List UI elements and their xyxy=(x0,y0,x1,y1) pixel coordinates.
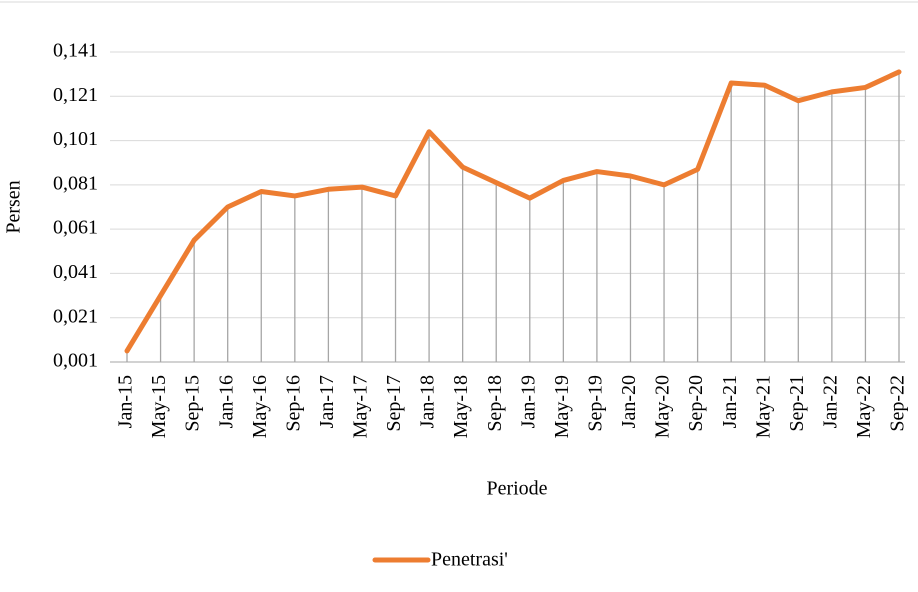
x-tick-label: Sep-21 xyxy=(786,375,808,432)
x-tick-label: Jan-22 xyxy=(819,375,841,428)
x-tick-label: Jan-20 xyxy=(618,375,640,428)
y-tick-label: 0,141 xyxy=(53,40,98,62)
x-tick-label: Jan-19 xyxy=(517,375,539,428)
x-tick-label: Jan-15 xyxy=(115,375,137,428)
y-axis-title: Persen xyxy=(3,180,25,233)
x-tick-label: May-15 xyxy=(148,375,170,438)
y-tick-label: 0,061 xyxy=(53,217,98,239)
x-tick-label: May-21 xyxy=(752,375,774,438)
x-tick-label: Jan-17 xyxy=(316,375,338,428)
x-tick-label: Sep-18 xyxy=(484,375,506,432)
legend-label: Penetrasi' xyxy=(431,549,508,571)
x-tick-label: Sep-22 xyxy=(887,375,909,432)
x-tick-label: May-18 xyxy=(450,375,472,438)
y-tick-label: 0,121 xyxy=(53,84,98,106)
x-tick-label: May-17 xyxy=(350,375,372,438)
x-tick-label: Jan-16 xyxy=(215,375,237,428)
x-tick-label: Jan-18 xyxy=(417,375,439,428)
x-tick-label: Sep-15 xyxy=(182,375,204,432)
y-tick-label: 0,101 xyxy=(53,128,98,150)
x-tick-label: Sep-17 xyxy=(383,375,405,432)
series-line xyxy=(124,69,902,354)
y-tick-label: 0,041 xyxy=(53,261,98,283)
x-tick-label: May-22 xyxy=(853,375,875,438)
x-tick-label: Jan-21 xyxy=(719,375,741,428)
x-tick-label: May-20 xyxy=(652,375,674,438)
y-tick-label: 0,021 xyxy=(53,305,98,327)
x-tick-label: May-19 xyxy=(551,375,573,438)
y-tick-label: 0,081 xyxy=(53,172,98,194)
x-tick-label: Sep-19 xyxy=(585,375,607,432)
x-tick-label: May-16 xyxy=(249,375,271,438)
x-axis-title: Periode xyxy=(486,478,547,500)
y-tick-label: 0,001 xyxy=(53,350,98,372)
x-tick-label: Sep-20 xyxy=(685,375,707,432)
x-tick-label: Sep-16 xyxy=(282,375,304,432)
